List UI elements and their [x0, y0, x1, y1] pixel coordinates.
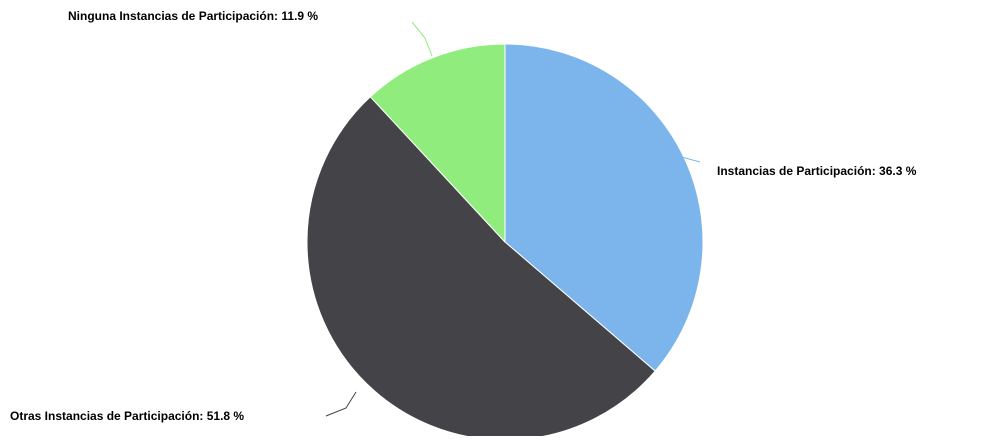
pie-data-label-3: Ninguna Instancias de Participación: 11.… — [68, 9, 318, 23]
labels-layer: Instancias de Participación: 36.3 % Otras… — [10, 9, 917, 423]
pie-data-label-2: Otras Instancias de Participación: 51.8 … — [10, 409, 244, 423]
slices-layer — [306, 43, 704, 441]
pie-slice-1[interactable] — [504, 43, 704, 372]
pie-data-label-1: Instancias de Participación: 36.3 % — [717, 164, 917, 178]
pie-connector-3 — [411, 21, 433, 57]
pie-connector-2 — [325, 391, 357, 417]
pie-slice-2[interactable] — [306, 96, 656, 441]
pie-connector-1 — [625, 149, 701, 163]
pie-slice-3[interactable] — [369, 43, 506, 243]
